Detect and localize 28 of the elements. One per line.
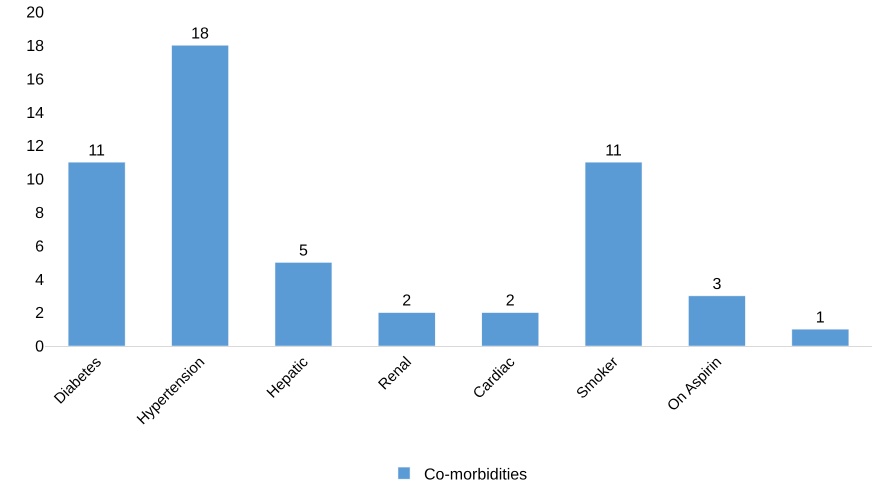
y-tick-label: 20 xyxy=(26,4,44,22)
data-label: 3 xyxy=(712,276,722,293)
y-tick-label: 8 xyxy=(35,205,44,222)
bar xyxy=(584,162,642,346)
y-tick-label: 16 xyxy=(26,71,44,88)
data-label: 11 xyxy=(605,142,622,160)
y-tick-label: 0 xyxy=(35,338,44,356)
bar xyxy=(68,162,126,346)
bar xyxy=(171,45,229,346)
data-label: 1 xyxy=(816,309,825,326)
y-tick-label: 6 xyxy=(35,238,44,256)
bar xyxy=(274,262,332,346)
data-label: 5 xyxy=(298,242,308,260)
y-tick-label: 12 xyxy=(26,138,44,156)
bar xyxy=(792,329,849,346)
y-tick-label: 4 xyxy=(35,272,44,289)
bar xyxy=(482,312,539,346)
y-tick-label: 2 xyxy=(35,305,44,322)
data-label: 18 xyxy=(191,25,210,42)
bar xyxy=(378,312,436,346)
data-label: 2 xyxy=(506,292,515,310)
data-label: 2 xyxy=(402,292,412,310)
legend-label: Co-morbidities xyxy=(424,466,528,484)
data-label: 11 xyxy=(88,142,106,160)
bar xyxy=(688,296,746,346)
y-tick-label: 14 xyxy=(26,104,44,122)
y-tick-label: 18 xyxy=(26,38,44,55)
y-tick-label: 10 xyxy=(26,172,44,189)
